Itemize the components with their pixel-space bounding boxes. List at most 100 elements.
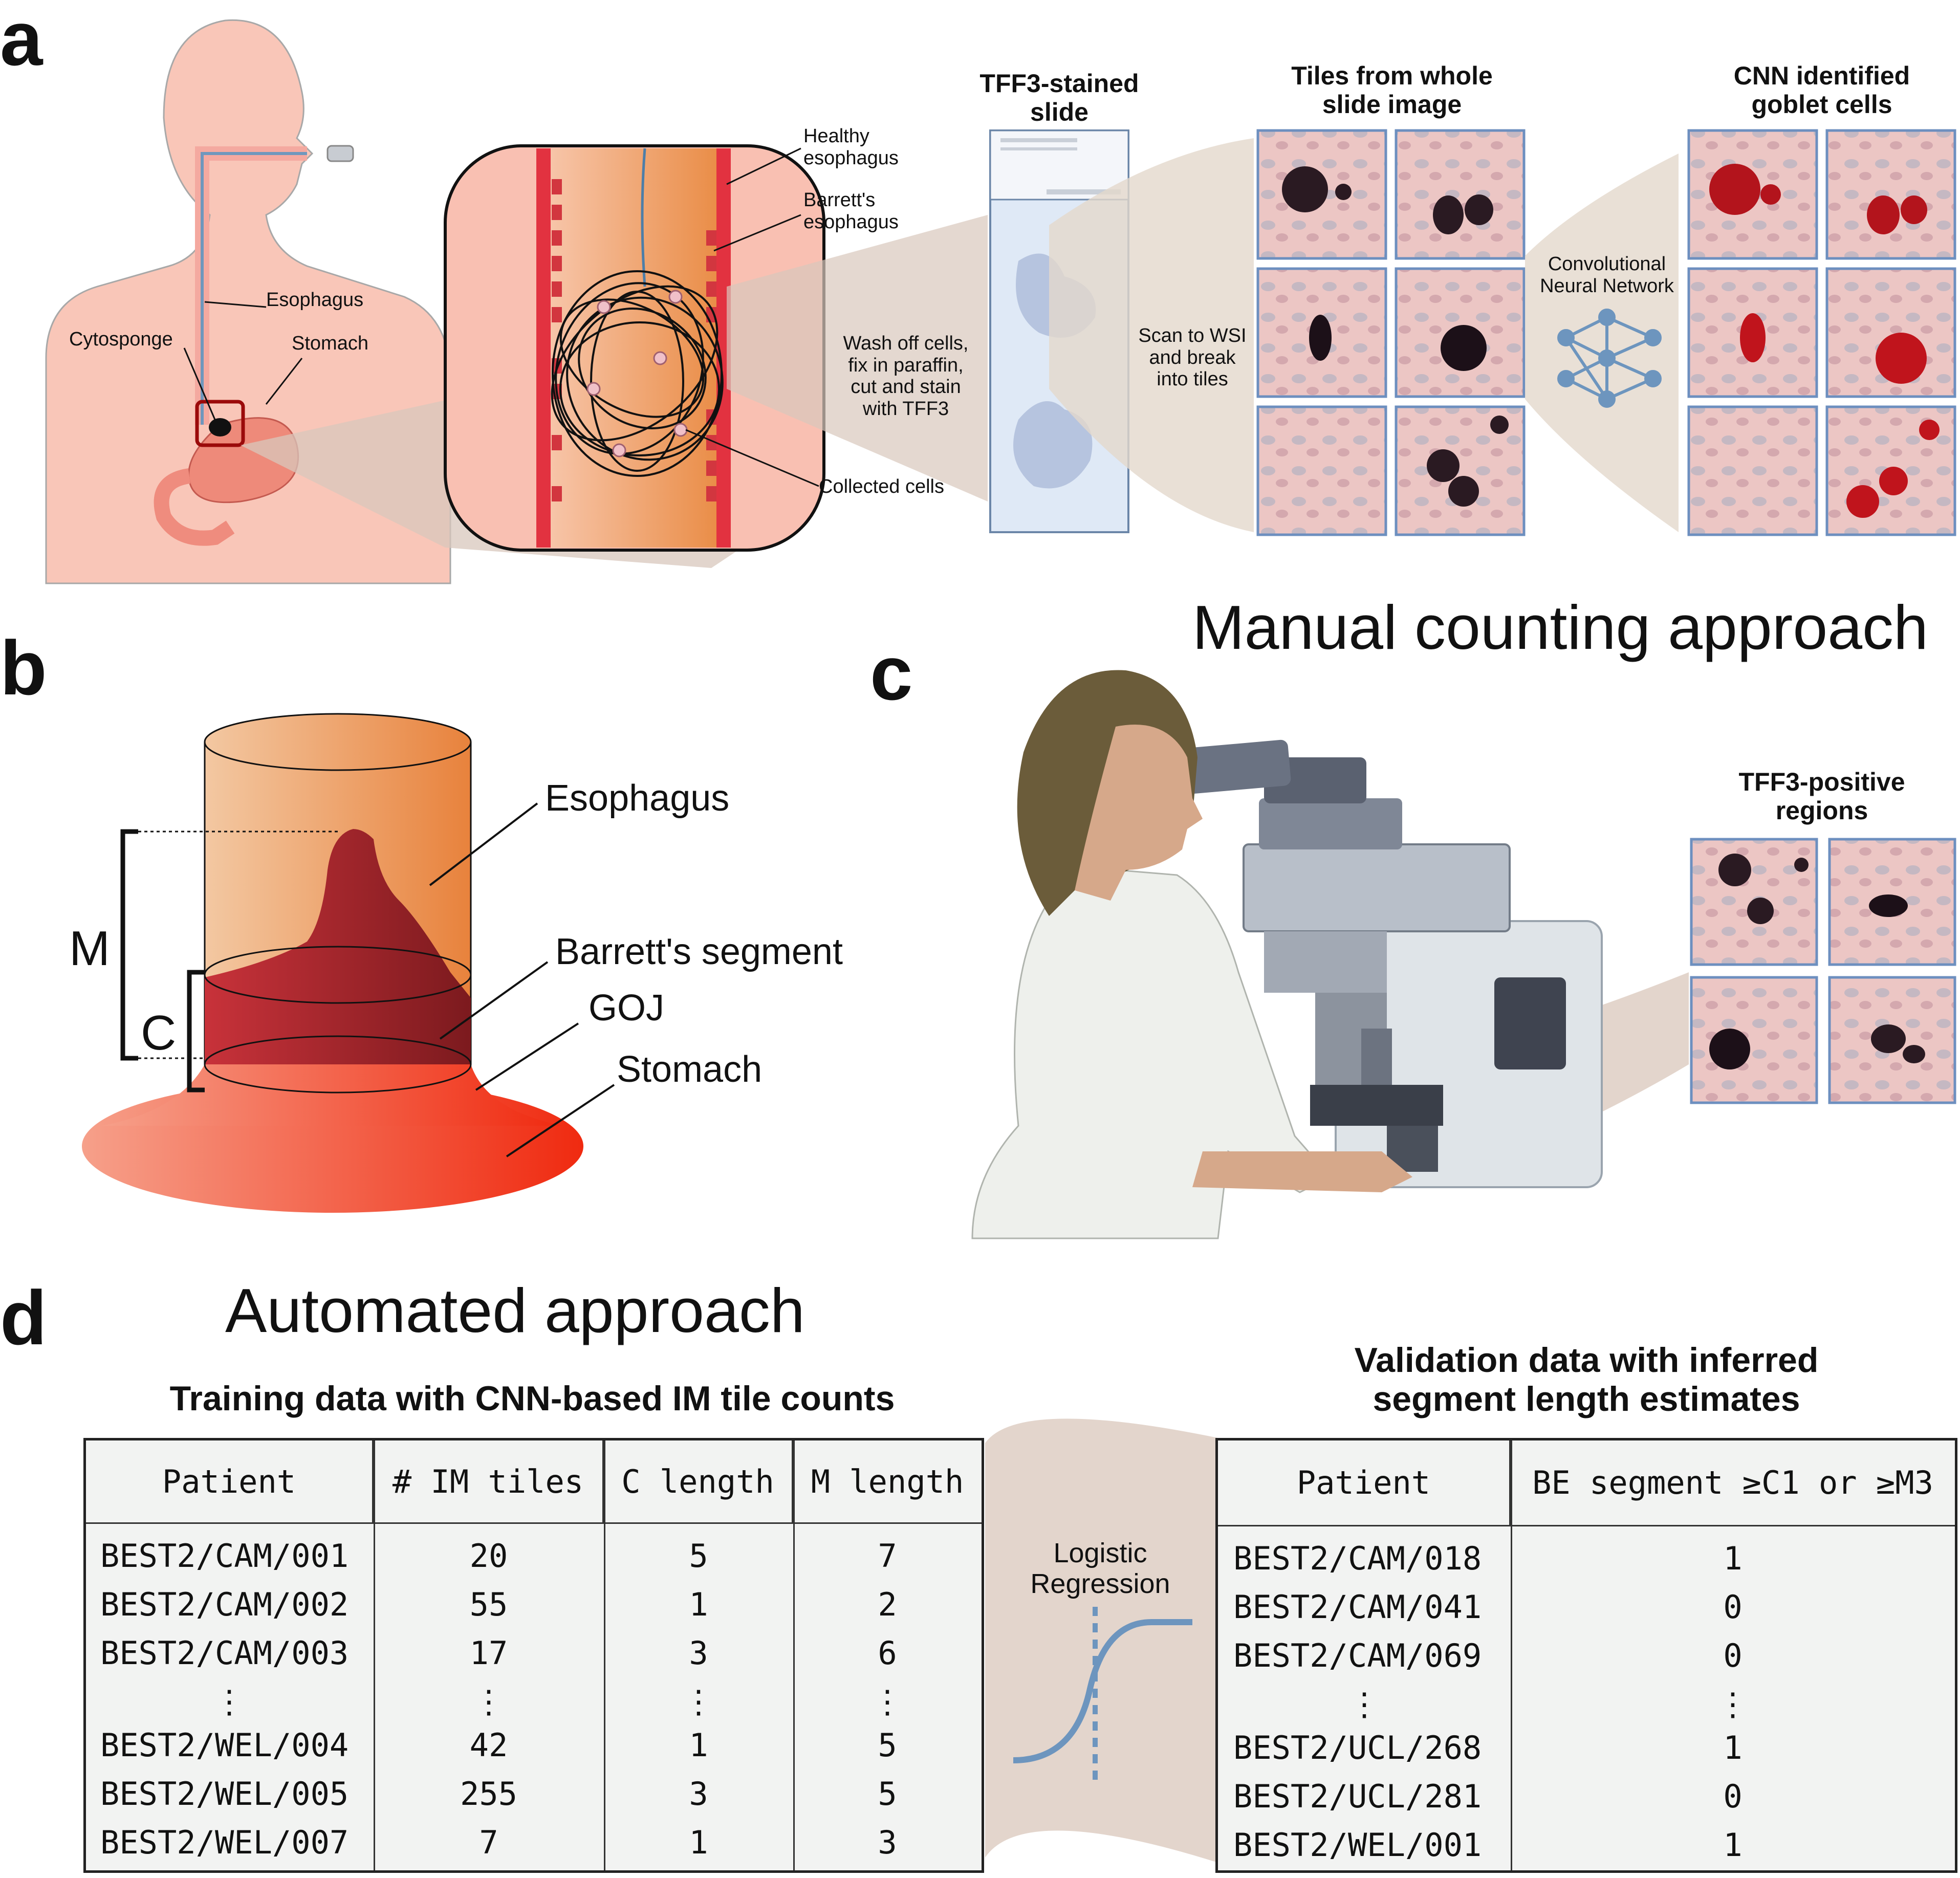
validation-data-title: Validation data with inferred segment le… xyxy=(1354,1341,1819,1419)
zoom-wedge-tiles xyxy=(1049,138,1254,532)
validation-cell-r6-c1: 1 xyxy=(1723,1826,1743,1864)
collected-cells xyxy=(586,290,688,457)
validation-cell-r5-c1: 0 xyxy=(1723,1778,1743,1815)
header-tff3-slide: TFF3-stained slide xyxy=(979,69,1139,126)
label-scan-to-wsi: Scan to WSI and break into tiles xyxy=(1138,325,1247,390)
validation-cell-r4-c0: BEST2/UCL/268 xyxy=(1233,1729,1482,1766)
training-cell-r2-c1: 17 xyxy=(469,1634,508,1672)
training-cell-r4-c1: 42 xyxy=(469,1727,508,1764)
training-header-c-length: C length xyxy=(604,1440,793,1522)
training-header-patient: Patient xyxy=(86,1440,374,1522)
validation-header-patient: Patient xyxy=(1218,1440,1511,1525)
magnified-lumen xyxy=(537,148,727,548)
training-table-header: Patient # IM tiles C length M length xyxy=(86,1440,982,1524)
label-healthy-esophagus: Healthy esophagus xyxy=(803,125,899,169)
header-tff3-positive-regions: TFF3-positive regions xyxy=(1738,768,1905,825)
training-cell-r6-c0: BEST2/WEL/007 xyxy=(100,1824,349,1861)
logistic-regression-label: Logistic Regression xyxy=(1030,1538,1170,1600)
cytosponge-ball xyxy=(209,418,231,436)
training-cell-r0-c0: BEST2/CAM/001 xyxy=(100,1537,349,1575)
label-collected-cells: Collected cells xyxy=(819,476,944,497)
validation-cell-r2-c1: 0 xyxy=(1723,1637,1743,1674)
header-cnn-identified: CNN identified goblet cells xyxy=(1733,61,1910,119)
zoom-wedge-cnn xyxy=(1525,154,1679,532)
label-b-c: C xyxy=(141,1006,177,1060)
tiles-grid xyxy=(1256,129,1526,536)
validation-header-be-segment: BE segment ≥C1 or ≥M3 xyxy=(1532,1464,1933,1501)
training-cell-r1-c2: 1 xyxy=(689,1586,708,1623)
training-cell-r3-c1: ⋮ xyxy=(473,1683,505,1720)
label-stomach: Stomach xyxy=(292,333,368,354)
label-esophagus: Esophagus xyxy=(266,289,364,311)
training-cell-r3-c2: ⋮ xyxy=(683,1683,714,1720)
training-cell-r6-c1: 7 xyxy=(479,1824,498,1861)
training-cell-r5-c2: 3 xyxy=(689,1775,708,1813)
microscope-illustration xyxy=(1170,739,1603,1188)
panel-d-letter: d xyxy=(0,1275,47,1361)
label-b-stomach: Stomach xyxy=(617,1049,763,1090)
intestine-shape xyxy=(154,468,235,546)
label-b-goj: GOJ xyxy=(589,988,665,1029)
barretts-villi xyxy=(552,179,716,501)
training-cell-r1-c3: 2 xyxy=(878,1586,897,1623)
training-cell-r0-c1: 20 xyxy=(469,1537,508,1575)
training-cell-r2-c0: BEST2/CAM/003 xyxy=(100,1634,349,1672)
training-cell-r1-c1: 55 xyxy=(469,1586,508,1623)
training-cell-r2-c3: 6 xyxy=(878,1634,897,1672)
label-b-m: M xyxy=(69,921,110,976)
validation-cell-r3-c0: ⋮ xyxy=(1348,1686,1380,1723)
c-bracket xyxy=(187,970,205,1093)
neural-network-icon xyxy=(1557,309,1662,408)
training-cell-r3-c0: ⋮ xyxy=(213,1683,245,1720)
training-table: Patient # IM tiles C length M length BES… xyxy=(83,1438,984,1873)
panel-b-artwork xyxy=(82,713,615,1213)
panel-c-letter: c xyxy=(870,630,913,716)
panel-d-artwork xyxy=(985,1418,1218,1863)
validation-cell-r0-c0: BEST2/CAM/018 xyxy=(1233,1540,1482,1577)
panel-b-letter: b xyxy=(0,625,47,711)
training-cell-r2-c2: 3 xyxy=(689,1634,708,1672)
panel-c-artwork xyxy=(971,670,1956,1239)
validation-cell-r4-c1: 1 xyxy=(1723,1729,1743,1766)
cnn-tiles-grid xyxy=(1687,129,1956,536)
goj-flare xyxy=(102,1064,563,1126)
training-cell-r6-c2: 1 xyxy=(689,1824,708,1861)
wall-left xyxy=(536,148,551,548)
validation-cell-r1-c1: 0 xyxy=(1723,1588,1743,1626)
training-cell-r5-c1: 255 xyxy=(460,1775,517,1813)
validation-cell-r5-c0: BEST2/UCL/281 xyxy=(1233,1778,1482,1815)
validation-cell-r6-c0: BEST2/WEL/001 xyxy=(1233,1826,1482,1864)
manual-counting-title: Manual counting approach xyxy=(1192,593,1928,662)
training-cell-r4-c2: 1 xyxy=(689,1727,708,1764)
string-in-lumen xyxy=(641,148,646,287)
cytosponge-string-holder xyxy=(326,145,354,162)
validation-cell-r3-c1: ⋮ xyxy=(1717,1686,1749,1723)
training-cell-r4-c0: BEST2/WEL/004 xyxy=(100,1727,349,1764)
tissue-section-2 xyxy=(1013,401,1093,489)
cytosponge-box xyxy=(195,400,245,447)
sponge-mesh xyxy=(551,270,724,477)
label-cnn: Convolutional Neural Network xyxy=(1540,253,1674,297)
validation-table: Patient BE segment ≥C1 or ≥M3 BEST2/CAM/… xyxy=(1215,1438,1957,1873)
training-header-im-tiles: # IM tiles xyxy=(374,1440,604,1522)
panel-a-artwork xyxy=(45,19,1956,584)
training-cell-r0-c3: 7 xyxy=(878,1537,897,1575)
training-cell-r5-c3: 5 xyxy=(878,1775,897,1813)
zoom-wedge-slide xyxy=(727,215,988,501)
scientist-illustration xyxy=(971,670,1412,1239)
panel-a-letter: a xyxy=(0,0,43,81)
logistic-curve xyxy=(1013,1607,1192,1781)
label-cytosponge: Cytosponge xyxy=(69,329,173,350)
label-b-esophagus: Esophagus xyxy=(545,778,730,819)
validation-cell-r0-c1: 1 xyxy=(1723,1540,1743,1577)
regression-wedge xyxy=(985,1418,1218,1863)
training-cell-r1-c0: BEST2/CAM/002 xyxy=(100,1586,349,1623)
label-wash-off-cells: Wash off cells, fix in paraffin, cut and… xyxy=(843,333,969,420)
validation-cell-r1-c0: BEST2/CAM/041 xyxy=(1233,1588,1482,1626)
training-cell-r4-c3: 5 xyxy=(878,1727,897,1764)
header-tiles-from-wsi: Tiles from whole slide image xyxy=(1291,61,1493,119)
label-b-barretts-segment: Barrett's segment xyxy=(555,931,843,972)
tff3-regions-tiles xyxy=(1690,838,1956,1104)
